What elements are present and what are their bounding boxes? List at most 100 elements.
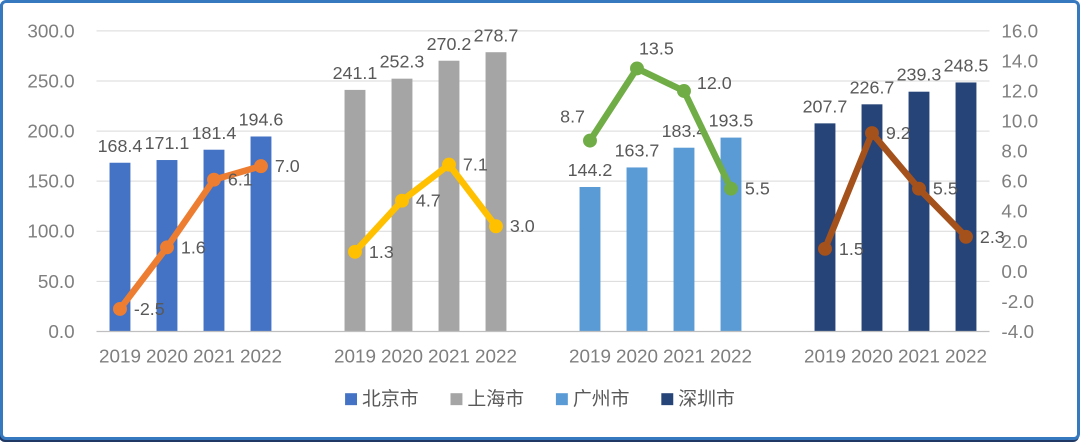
bar-广州市-2019 (579, 186, 601, 332)
right-axis-tick-label: -2.0 (1001, 292, 1034, 313)
left-axis-tick-label: 100.0 (27, 222, 74, 243)
bar-value-label: 181.4 (192, 123, 237, 143)
bar-value-label: 171.1 (145, 133, 190, 153)
right-axis-tick-label: 6.0 (1001, 172, 1027, 193)
bar-value-label: 144.2 (568, 160, 613, 180)
trend-value-label: 7.0 (275, 156, 300, 176)
legend-swatch-深圳市 (661, 393, 674, 406)
bar-深圳市-2021 (908, 91, 930, 332)
trend-value-label: 6.1 (228, 170, 253, 190)
bar-深圳市-2020 (861, 104, 883, 332)
x-axis-year-label: 2022 (240, 346, 282, 367)
x-axis-year-label: 2022 (475, 346, 517, 367)
trend-point-上海市-2019 (348, 244, 362, 259)
trend-point-上海市-2021 (442, 157, 456, 172)
x-axis-year-label: 2020 (381, 346, 423, 367)
trend-point-深圳市-2020 (865, 126, 879, 141)
trend-value-label: 9.2 (886, 123, 911, 143)
x-axis-year-label: 2022 (945, 346, 987, 367)
trend-point-广州市-2020 (630, 61, 644, 76)
left-axis-tick-label: 50.0 (38, 272, 75, 293)
right-axis-tick-label: 14.0 (1001, 51, 1038, 72)
trend-point-上海市-2020 (395, 193, 409, 208)
trend-point-北京市-2021 (207, 172, 221, 187)
legend-label-北京市: 北京市 (362, 388, 419, 410)
city-bar-line-combo-chart: 300.0 250.0 200.0 150.0 100.0 50.0 0.0 16.0 14.0… (27, 21, 1038, 410)
trend-point-北京市-2020 (160, 240, 174, 255)
trend-value-label: 4.7 (416, 191, 441, 211)
trend-point-深圳市-2019 (818, 241, 832, 256)
right-axis-tick-label: 12.0 (1001, 81, 1038, 102)
bar-value-label: 183.4 (662, 121, 707, 141)
left-axis-tick-label: 0.0 (48, 322, 74, 343)
trend-line-上海市 (351, 161, 500, 256)
bar-广州市-2020 (626, 167, 648, 332)
trend-value-label: 5.5 (745, 179, 770, 199)
legend-label-广州市: 广州市 (573, 388, 630, 410)
trend-point-北京市-2022 (254, 159, 268, 174)
right-axis-tick-label: 10.0 (1001, 112, 1038, 133)
trend-value-label: 1.6 (181, 237, 206, 257)
legend-label-深圳市: 深圳市 (678, 388, 735, 410)
legend-swatch-上海市 (450, 393, 463, 406)
bar-深圳市-2022 (955, 82, 977, 332)
x-axis-year-label: 2020 (146, 346, 188, 367)
bar-value-label: 226.7 (850, 77, 895, 97)
right-axis-tick-label: 8.0 (1001, 142, 1027, 163)
bar-深圳市-2019 (814, 123, 836, 332)
trend-point-广州市-2019 (583, 133, 597, 148)
right-axis-tick-label: -4.0 (1001, 322, 1034, 343)
legend-label-上海市: 上海市 (467, 388, 524, 410)
bar-value-label: 241.1 (333, 63, 378, 83)
bar-value-label: 194.6 (239, 110, 284, 130)
bar-value-label: 270.2 (427, 34, 472, 54)
trend-line-深圳市 (821, 129, 970, 253)
x-axis-year-label: 2019 (99, 346, 141, 367)
trend-value-label: 1.3 (369, 242, 394, 262)
x-axis-year-label: 2020 (851, 346, 893, 367)
trend-point-北京市-2019 (113, 301, 127, 316)
x-axis-year-label: 2021 (428, 346, 470, 367)
trend-value-label: 3.0 (510, 216, 535, 236)
trend-value-label: 5.5 (933, 179, 958, 199)
x-axis-year-label: 2019 (334, 346, 376, 367)
trend-point-深圳市-2022 (959, 229, 973, 244)
bar-value-label: 193.5 (709, 111, 754, 131)
bar-北京市-2019 (109, 162, 131, 332)
bar-value-label: 239.3 (897, 65, 942, 85)
trend-value-label: 12.0 (697, 73, 732, 93)
trend-line-广州市 (586, 65, 735, 192)
bar-value-label: 252.3 (380, 52, 425, 72)
trend-value-label: 8.7 (560, 107, 585, 127)
left-axis-tick-label: 200.0 (27, 122, 74, 143)
bar-上海市-2021 (438, 60, 460, 332)
x-axis-year-label: 2022 (710, 346, 752, 367)
bar-上海市-2019 (344, 89, 366, 332)
right-axis-tick-label: 4.0 (1001, 202, 1027, 223)
bar-value-label: 248.5 (944, 56, 989, 76)
bar-value-label: 163.7 (615, 140, 660, 160)
bar-北京市-2021 (203, 149, 225, 332)
bar-上海市-2022 (485, 52, 507, 332)
trend-value-label: 1.5 (839, 239, 864, 259)
right-axis-tick-label: 0.0 (1001, 262, 1027, 283)
legend-swatch-广州市 (555, 393, 568, 406)
trend-point-广州市-2021 (677, 84, 691, 98)
right-axis-tick-label: 16.0 (1001, 21, 1038, 42)
trend-point-深圳市-2021 (912, 181, 926, 196)
trend-line-北京市 (116, 162, 265, 313)
bar-value-label: 207.7 (803, 96, 848, 116)
trend-value-label: 7.1 (463, 155, 488, 175)
bar-value-label: 168.4 (98, 136, 143, 156)
left-axis-tick-label: 150.0 (27, 172, 74, 193)
trend-value-label: 2.3 (980, 227, 1005, 247)
x-axis-year-label: 2021 (663, 346, 705, 367)
trend-value-label: -2.5 (134, 299, 165, 319)
x-axis-year-label: 2021 (193, 346, 235, 367)
left-axis-tick-label: 250.0 (27, 71, 74, 92)
x-axis-year-label: 2020 (616, 346, 658, 367)
left-axis-tick-label: 300.0 (27, 21, 74, 42)
bar-北京市-2022 (250, 136, 272, 332)
bar-value-label: 278.7 (474, 25, 519, 45)
